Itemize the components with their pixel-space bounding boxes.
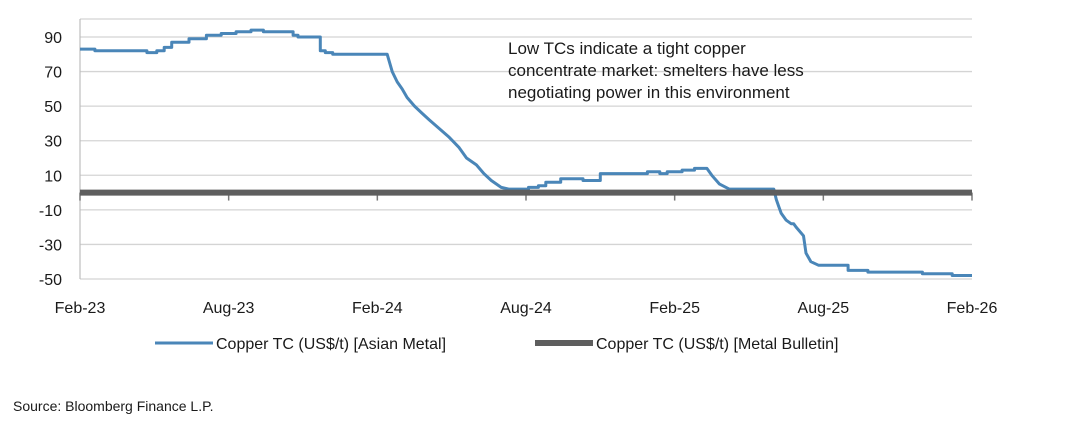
y-tick-label: 50: [44, 99, 62, 116]
series-lines: [80, 28, 972, 277]
y-tick-label: 70: [44, 65, 62, 82]
legend-label-asian-metal: Copper TC (US$/t) [Asian Metal]: [216, 336, 446, 353]
legend-label-metal-bulletin: Copper TC (US$/t) [Metal Bulletin]: [596, 336, 838, 353]
source-note: Source: Bloomberg Finance L.P.: [13, 398, 214, 414]
series-line-asian-metal: [80, 28, 972, 277]
chart-annotation: Low TCs indicate a tight copper concentr…: [508, 39, 804, 102]
x-tick-label: Aug-24: [500, 300, 552, 317]
x-tick-label: Feb-25: [649, 300, 700, 317]
y-tick-label: 30: [44, 134, 62, 151]
y-axis-tick-labels: 90 70 50 30 10 -10 -30 -50: [39, 30, 62, 289]
y-tick-label: -10: [39, 203, 62, 220]
y-tick-label: -50: [39, 272, 62, 289]
legend: Copper TC (US$/t) [Asian Metal] Copper TC…: [155, 336, 838, 353]
gridlines: [79, 18, 972, 280]
x-axis-tick-labels: Feb-23 Aug-23 Feb-24 Aug-24 Feb-25 Aug-25 Feb-…: [55, 300, 998, 317]
x-tick-label: Feb-23: [55, 300, 106, 317]
y-tick-label: 90: [44, 30, 62, 47]
y-tick-label: -30: [39, 237, 62, 254]
x-tick-label: Aug-23: [203, 300, 255, 317]
y-tick-label: 10: [44, 168, 62, 185]
x-tick-label: Feb-26: [947, 300, 998, 317]
x-tick-label: Aug-25: [798, 300, 850, 317]
x-tick-label: Feb-24: [352, 300, 403, 317]
